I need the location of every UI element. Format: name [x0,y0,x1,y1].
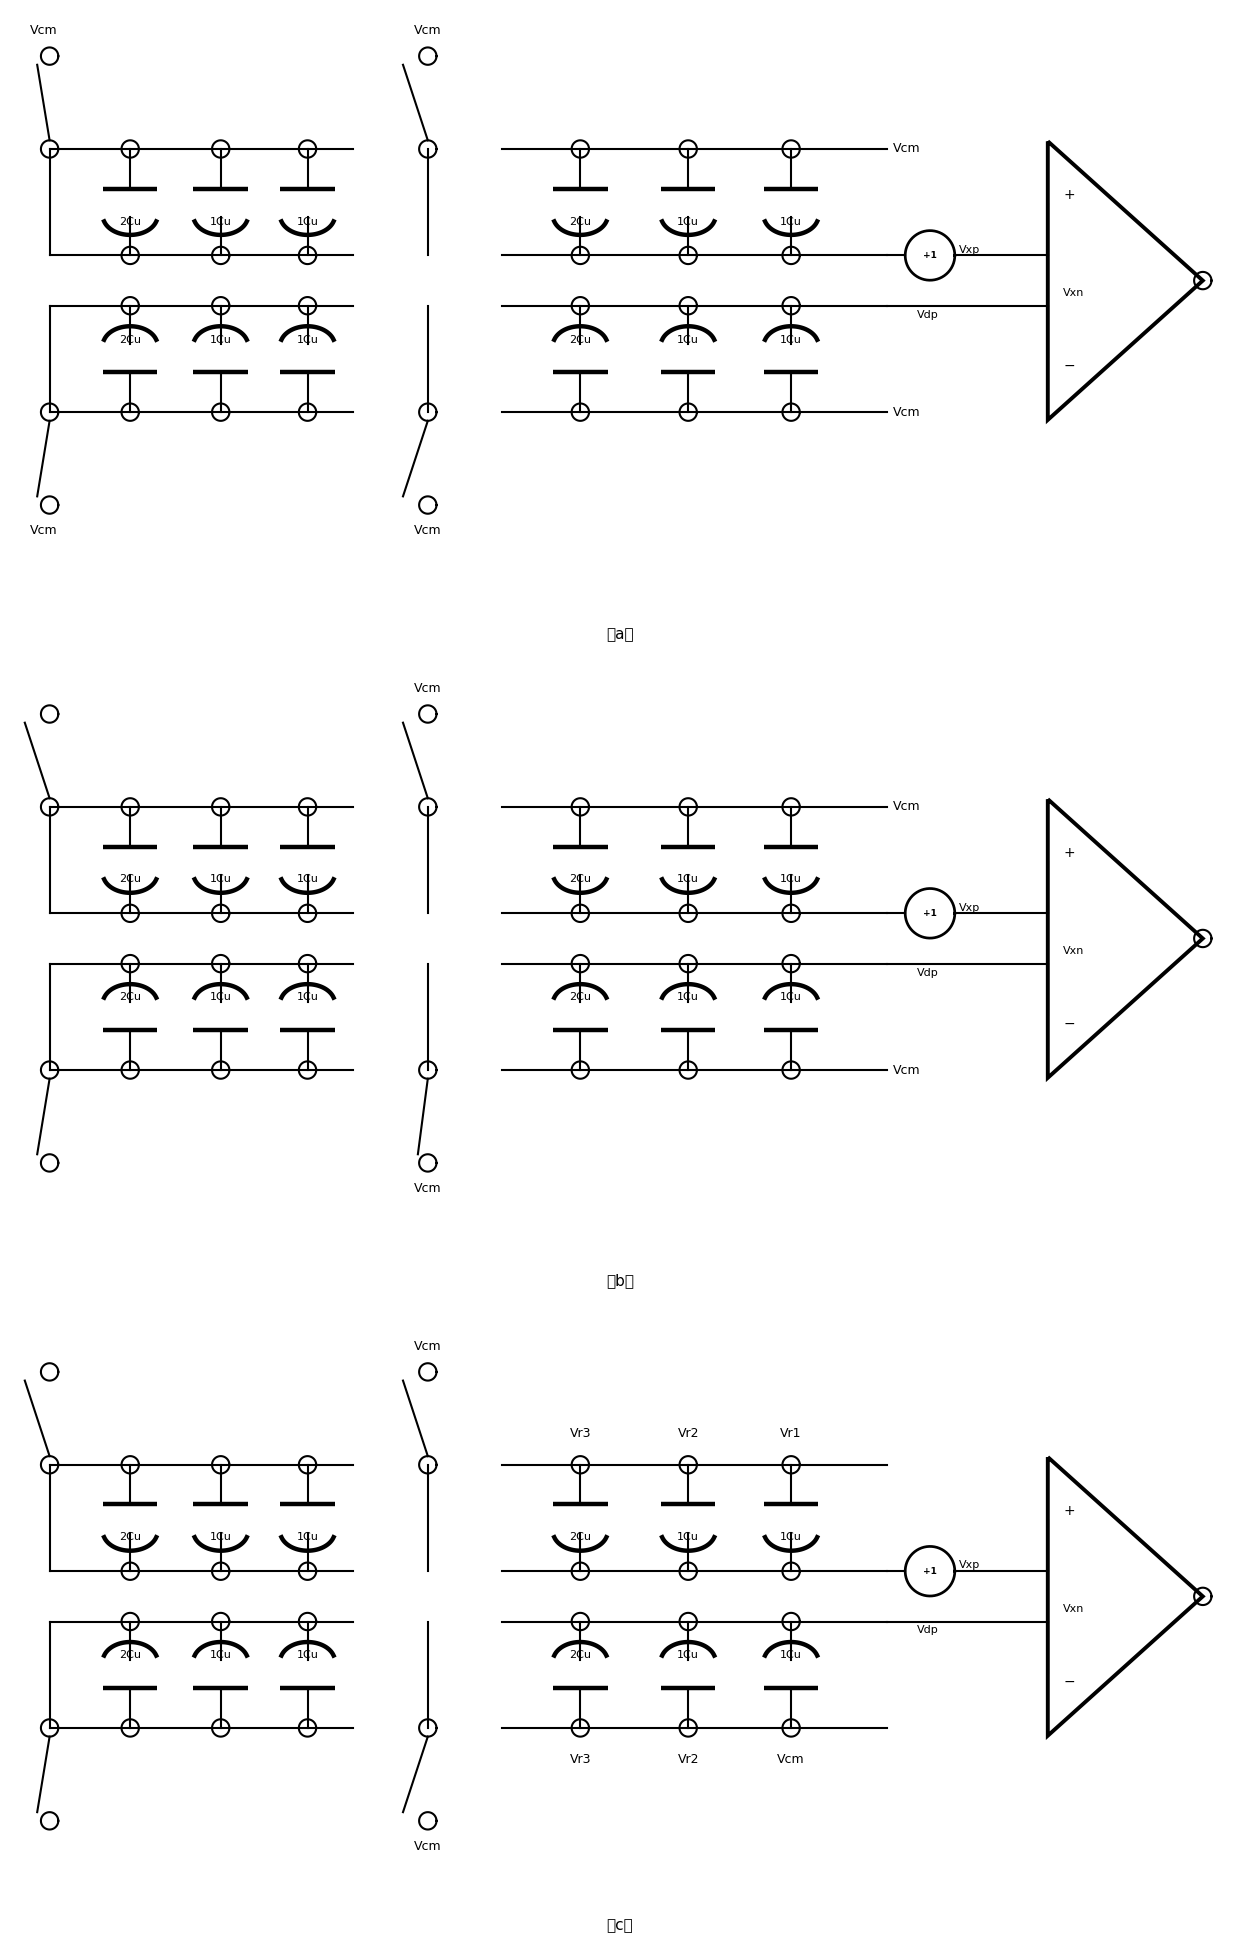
Text: （b）: （b） [606,1273,634,1289]
Text: 2Cu: 2Cu [119,993,141,1002]
Text: 1Cu: 1Cu [780,335,802,344]
Text: Vcm: Vcm [414,681,441,695]
Text: 2Cu: 2Cu [569,993,591,1002]
Text: 1Cu: 1Cu [677,993,699,1002]
Text: +1: +1 [923,1567,937,1575]
Text: +1: +1 [923,909,937,917]
Text: 1Cu: 1Cu [677,335,699,344]
Text: 2Cu: 2Cu [569,1533,591,1542]
Text: Vr3: Vr3 [569,1753,591,1767]
Text: 1Cu: 1Cu [677,1533,699,1542]
Text: 2Cu: 2Cu [119,1533,141,1542]
Text: Vr3: Vr3 [569,1426,591,1440]
Text: 2Cu: 2Cu [119,335,141,344]
Text: 2Cu: 2Cu [569,875,591,884]
Text: Vcm: Vcm [893,143,920,155]
Text: 1Cu: 1Cu [780,875,802,884]
Text: 1Cu: 1Cu [210,1533,232,1542]
Text: 1Cu: 1Cu [780,1651,802,1660]
Text: Vxp: Vxp [959,1560,980,1571]
Text: 2Cu: 2Cu [119,875,141,884]
Text: 2Cu: 2Cu [569,335,591,344]
Text: 2Cu: 2Cu [119,217,141,226]
Text: Vcm: Vcm [893,801,920,813]
Text: Vdp: Vdp [916,310,939,319]
Text: Vxp: Vxp [959,244,980,255]
Text: 2Cu: 2Cu [569,1651,591,1660]
Text: 1Cu: 1Cu [296,217,319,226]
Text: +1: +1 [923,252,937,259]
Text: Vcm: Vcm [414,1840,441,1854]
Text: Vcm: Vcm [30,23,57,37]
Text: 1Cu: 1Cu [677,1651,699,1660]
Text: 1Cu: 1Cu [296,875,319,884]
Text: Vcm: Vcm [414,524,441,538]
Text: Vcm: Vcm [777,1753,805,1767]
Text: 1Cu: 1Cu [210,875,232,884]
Text: Vdp: Vdp [916,1625,939,1635]
Text: 1Cu: 1Cu [677,217,699,226]
Text: Vxn: Vxn [1063,288,1084,298]
Text: 2Cu: 2Cu [119,1651,141,1660]
Text: −: − [1064,1674,1075,1689]
Text: Vr2: Vr2 [677,1753,699,1767]
Text: 2Cu: 2Cu [569,217,591,226]
Text: −: − [1064,358,1075,373]
Text: 1Cu: 1Cu [677,875,699,884]
Text: 1Cu: 1Cu [780,1533,802,1542]
Text: 1Cu: 1Cu [210,993,232,1002]
Text: 1Cu: 1Cu [780,217,802,226]
Text: 1Cu: 1Cu [296,993,319,1002]
Text: +: + [1064,1503,1075,1519]
Text: Vcm: Vcm [893,1064,920,1076]
Text: Vxn: Vxn [1063,1604,1084,1614]
Text: Vcm: Vcm [30,524,57,538]
Text: 1Cu: 1Cu [210,1651,232,1660]
Text: Vcm: Vcm [893,406,920,418]
Text: 1Cu: 1Cu [296,335,319,344]
Text: +: + [1064,846,1075,861]
Text: 1Cu: 1Cu [296,1651,319,1660]
Text: −: − [1064,1016,1075,1031]
Text: Vdp: Vdp [916,968,939,977]
Text: 1Cu: 1Cu [210,335,232,344]
Text: 1Cu: 1Cu [296,1533,319,1542]
Text: +: + [1064,188,1075,203]
Text: （c）: （c） [606,1918,634,1933]
Text: Vcm: Vcm [414,1339,441,1353]
Text: Vxp: Vxp [959,902,980,913]
Text: Vr2: Vr2 [677,1426,699,1440]
Text: Vxn: Vxn [1063,946,1084,956]
Text: Vcm: Vcm [414,1182,441,1196]
Text: 1Cu: 1Cu [780,993,802,1002]
Text: （a）: （a） [606,627,634,642]
Text: Vcm: Vcm [414,23,441,37]
Text: Vr1: Vr1 [780,1426,802,1440]
Text: 1Cu: 1Cu [210,217,232,226]
